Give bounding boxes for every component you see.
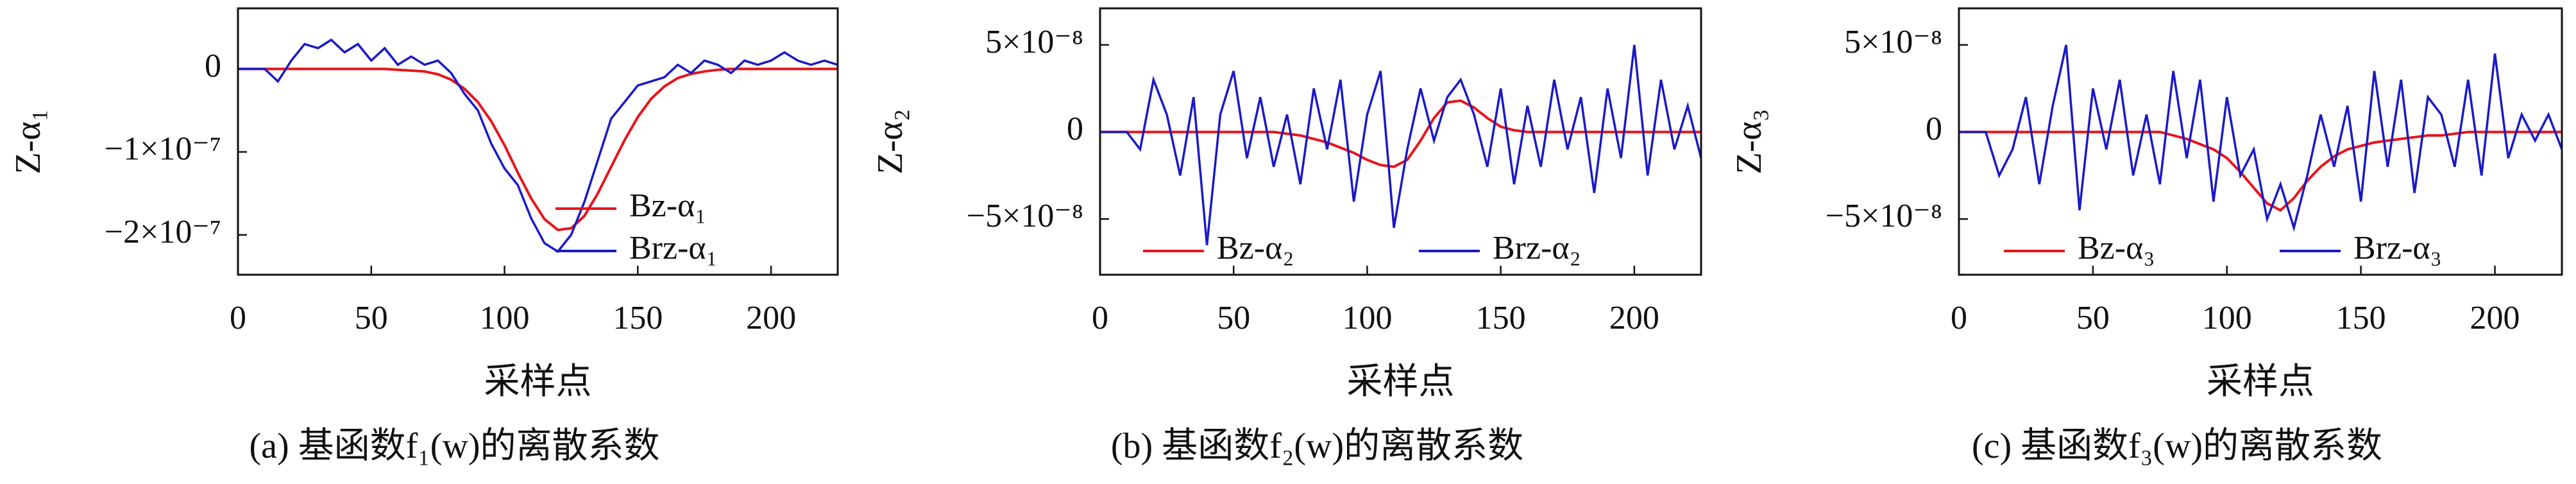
x-tick-label: 0 xyxy=(1092,300,1108,336)
y-axis-label: Z-α₁ xyxy=(8,109,48,175)
plot-frame xyxy=(237,7,839,276)
x-tick-label: 150 xyxy=(1476,300,1526,336)
x-tick-label: 100 xyxy=(2202,300,2252,336)
x-tick-label: 50 xyxy=(355,300,388,336)
x-tick-label: 50 xyxy=(1217,300,1250,336)
x-tick-label: 200 xyxy=(746,300,796,336)
panel: 0 50 100 150 200 −5×10⁻⁸ 0 5×10⁻⁸ Bz-α₃ Brz-α₃ 采样点… xyxy=(1729,7,2563,466)
y-tick-label: 0 xyxy=(205,48,221,84)
x-tick-label: 200 xyxy=(2470,300,2520,336)
series-line xyxy=(1100,44,1701,246)
series-line xyxy=(238,38,838,254)
panel: 0 50 100 150 200 −2×10⁻⁷ −1×10⁻⁷ 0 Bz-α₁ Brz-α₁ 采样… xyxy=(8,7,839,466)
legend-label: Bz-α₂ xyxy=(1217,230,1294,266)
x-tick-label: 100 xyxy=(480,300,530,336)
x-tick-label: 0 xyxy=(1951,300,1967,336)
y-tick-label: −1×10⁻⁷ xyxy=(105,131,221,168)
x-tick-label: 0 xyxy=(230,300,246,336)
x-axis-label: 采样点 xyxy=(2207,362,2314,402)
series-line xyxy=(1959,130,2562,212)
x-tick-label: 200 xyxy=(1609,300,1659,336)
x-axis-label: 采样点 xyxy=(484,362,592,402)
y-tick-label: −2×10⁻⁷ xyxy=(105,214,221,250)
legend-label: Brz-α₃ xyxy=(2353,230,2442,266)
y-tick-label: −5×10⁻⁸ xyxy=(967,198,1083,234)
x-tick-label: 50 xyxy=(2076,300,2110,336)
legend-label: Brz-α₁ xyxy=(629,230,718,266)
legend-label: Bz-α₃ xyxy=(2078,230,2155,266)
y-tick-label: 5×10⁻⁸ xyxy=(1844,24,1942,60)
legend-label: Bz-α₁ xyxy=(629,187,706,224)
panel: 0 50 100 150 200 −5×10⁻⁸ 0 5×10⁻⁸ Bz-α₂ Brz-α₂ 采样点… xyxy=(870,7,1702,466)
y-tick-label: 0 xyxy=(1067,111,1083,148)
x-axis-label: 采样点 xyxy=(1347,362,1455,402)
y-tick-label: 5×10⁻⁸ xyxy=(985,24,1083,60)
plot-frame xyxy=(1958,7,2563,276)
y-tick-label: −5×10⁻⁸ xyxy=(1826,198,1942,234)
x-tick-label: 100 xyxy=(1342,300,1392,336)
caption: (a) 基函数f₁(w)的离散系数 xyxy=(249,426,659,466)
caption: (b) 基函数f₂(w)的离散系数 xyxy=(1111,426,1523,466)
y-axis-label: Z-α₃ xyxy=(1729,109,1769,175)
caption: (c) 基函数f₃(w)的离散系数 xyxy=(1972,426,2382,466)
plot-frame xyxy=(1099,7,1702,276)
y-tick-label: 0 xyxy=(1926,111,1942,148)
legend-label: Brz-α₂ xyxy=(1493,230,1581,266)
series-line xyxy=(238,67,838,232)
series-line xyxy=(1959,44,2562,232)
x-tick-label: 150 xyxy=(2336,300,2386,336)
x-tick-label: 150 xyxy=(613,300,663,336)
y-axis-label: Z-α₂ xyxy=(870,109,910,175)
